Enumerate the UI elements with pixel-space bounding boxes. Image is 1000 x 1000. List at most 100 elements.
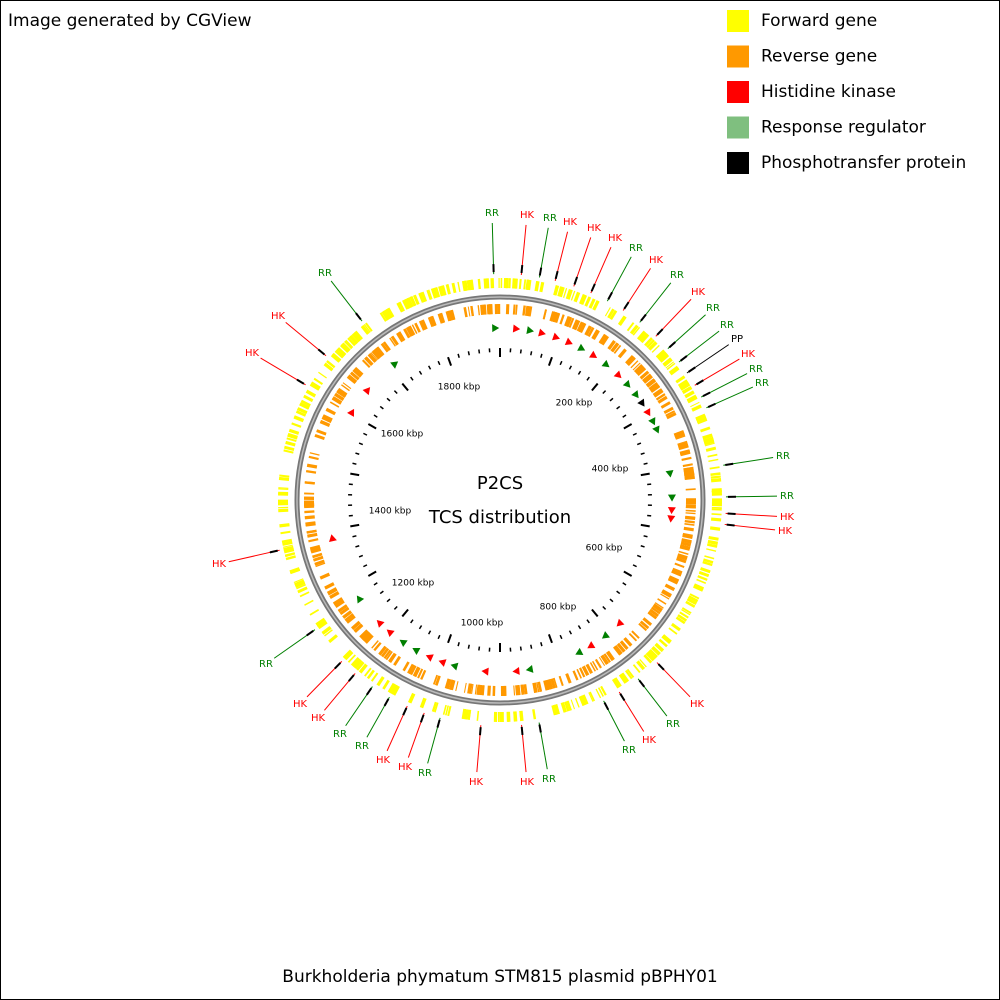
gene <box>668 627 678 635</box>
gene <box>674 562 685 568</box>
gene <box>700 567 711 573</box>
gene <box>352 658 362 668</box>
gene <box>568 289 573 300</box>
gene <box>709 526 721 531</box>
scale-tick <box>437 634 441 640</box>
scale-tick <box>427 365 432 370</box>
scale-tick <box>358 554 364 558</box>
gene <box>551 705 557 716</box>
outer-tick <box>334 662 342 670</box>
gene <box>388 307 395 317</box>
feature-marker <box>631 390 639 399</box>
scale-tick <box>530 644 533 649</box>
gene <box>314 559 325 565</box>
gene <box>467 683 472 694</box>
gene <box>368 353 378 363</box>
gene <box>300 399 311 407</box>
gene <box>684 471 695 477</box>
gene <box>308 455 319 461</box>
gene <box>589 662 596 672</box>
gene <box>476 684 480 695</box>
gene <box>484 304 487 315</box>
gene <box>637 330 646 340</box>
gene <box>588 298 596 309</box>
scale-label: 1600 kbp <box>381 430 424 440</box>
feature-label: HK <box>691 287 706 298</box>
gene <box>279 524 290 528</box>
gene <box>391 335 399 346</box>
gene <box>690 401 700 408</box>
gene <box>326 587 337 595</box>
outer-tick <box>657 663 665 671</box>
gene <box>313 555 324 562</box>
gene <box>691 404 702 412</box>
gene <box>435 675 441 686</box>
gene <box>434 675 441 686</box>
gene <box>681 385 693 394</box>
gene <box>565 316 572 327</box>
scale-label: 1400 kbp <box>369 507 412 517</box>
scale-tick <box>379 590 384 595</box>
gene <box>554 312 561 324</box>
outer-tick <box>656 328 664 336</box>
scale-tick <box>622 582 627 586</box>
scale-tick <box>467 351 470 356</box>
scale-tick <box>568 630 573 635</box>
gene <box>431 288 437 299</box>
gene <box>447 310 453 321</box>
gene <box>370 672 379 682</box>
gene <box>604 307 611 317</box>
gene <box>310 381 321 390</box>
gene <box>564 701 570 712</box>
gene <box>600 685 607 696</box>
gene <box>450 679 456 691</box>
gene <box>626 668 635 678</box>
gene <box>576 321 584 332</box>
feature-label: RR <box>418 768 432 779</box>
gene <box>623 638 632 647</box>
gene <box>445 705 450 716</box>
outer-tick <box>538 267 543 276</box>
gene <box>285 555 296 561</box>
gene <box>600 686 607 696</box>
gene <box>534 281 540 292</box>
gene <box>334 393 345 401</box>
gene <box>707 543 718 548</box>
gene <box>600 654 609 665</box>
gene <box>705 446 717 452</box>
scale-label: 1000 kbp <box>461 619 504 629</box>
gene <box>702 560 713 567</box>
gene <box>326 407 336 415</box>
feature-label: RR <box>318 268 332 279</box>
gene <box>547 679 553 690</box>
gene <box>420 669 427 680</box>
gene <box>594 658 602 669</box>
scale-tick <box>586 619 590 624</box>
outer-tick <box>402 707 408 716</box>
gene <box>389 337 396 347</box>
gene <box>613 646 622 656</box>
feature-marker <box>613 370 622 379</box>
scale-tick <box>602 390 607 395</box>
feature-marker <box>438 659 447 667</box>
scale-tick <box>632 564 637 568</box>
gene <box>681 538 692 542</box>
gene <box>603 653 611 663</box>
gene <box>702 435 713 440</box>
scale-tick <box>591 382 599 392</box>
gene <box>512 304 516 315</box>
feature-label: HK <box>520 777 535 788</box>
gene <box>662 634 672 644</box>
scale-tick <box>540 353 543 358</box>
outer-tick <box>607 291 613 300</box>
gene <box>283 545 294 552</box>
scale-tick <box>640 545 645 548</box>
gene <box>630 360 639 369</box>
gene <box>396 302 404 313</box>
gene <box>467 709 472 720</box>
gene <box>334 599 345 608</box>
gene <box>550 311 556 322</box>
scale-tick <box>616 405 621 410</box>
gene <box>710 472 721 477</box>
gene <box>445 311 450 322</box>
